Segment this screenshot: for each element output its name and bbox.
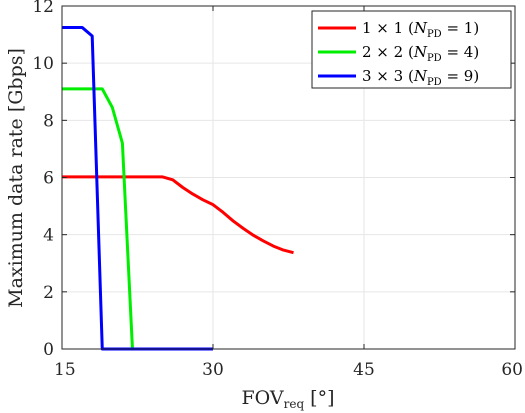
- legend-label-2: 2 × 2 (NPD = 4): [362, 43, 479, 64]
- x-axis-label-main: FOV: [241, 387, 283, 409]
- x-tick-label: 60: [501, 360, 523, 380]
- y-tick-label: 4: [43, 226, 54, 246]
- x-axis-label-unit: [°]: [310, 387, 334, 409]
- legend: 1 × 1 (NPD = 1) 2 × 2 (NPD = 4) 3 × 3 (NPD…: [311, 10, 512, 89]
- x-tick-label: 30: [202, 360, 224, 380]
- y-tick-label: 12: [32, 0, 54, 17]
- y-tick-label: 8: [43, 111, 54, 131]
- y-tick-label: 10: [32, 54, 54, 74]
- legend-items: 1 × 1 (NPD = 1) 2 × 2 (NPD = 4) 3 × 3 (NPD…: [318, 19, 479, 88]
- legend-label-1: 1 × 1 (NPD = 1): [362, 19, 479, 40]
- series-line-1: [62, 175, 294, 255]
- y-tick-label: 6: [43, 169, 54, 189]
- x-tick-label: 45: [353, 360, 375, 380]
- x-axis-label-subscript: req: [284, 397, 305, 411]
- legend-label-3: 3 × 3 (NPD = 9): [362, 67, 479, 88]
- y-tick-label: 0: [43, 340, 54, 360]
- x-axis-label: FOVreq [°]: [241, 387, 334, 411]
- y-axis-label: Maximum data rate [Gbps]: [5, 48, 27, 308]
- x-ticks: 15 30 45 60: [54, 6, 523, 380]
- y-tick-label: 2: [43, 283, 54, 303]
- x-tick-label: 15: [54, 360, 76, 380]
- y-ticks: 0 2 4 6 8 10 12: [32, 0, 515, 360]
